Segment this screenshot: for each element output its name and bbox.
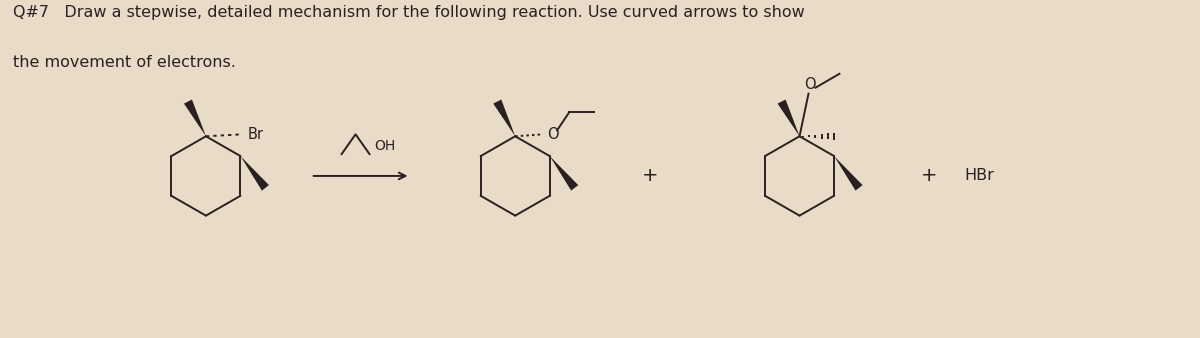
Text: +: +: [920, 166, 937, 186]
Text: O: O: [804, 77, 815, 92]
Polygon shape: [778, 99, 799, 136]
Polygon shape: [493, 99, 515, 136]
Polygon shape: [184, 99, 206, 136]
Text: Q#7   Draw a stepwise, detailed mechanism for the following reaction. Use curved: Q#7 Draw a stepwise, detailed mechanism …: [13, 5, 805, 20]
Text: O: O: [547, 127, 559, 142]
Text: +: +: [642, 166, 658, 186]
Text: the movement of electrons.: the movement of electrons.: [13, 55, 236, 70]
Polygon shape: [240, 156, 269, 191]
Text: HBr: HBr: [964, 168, 994, 184]
Polygon shape: [550, 156, 578, 191]
Text: Br: Br: [248, 127, 264, 142]
Text: OH: OH: [374, 139, 396, 153]
Polygon shape: [834, 156, 863, 191]
